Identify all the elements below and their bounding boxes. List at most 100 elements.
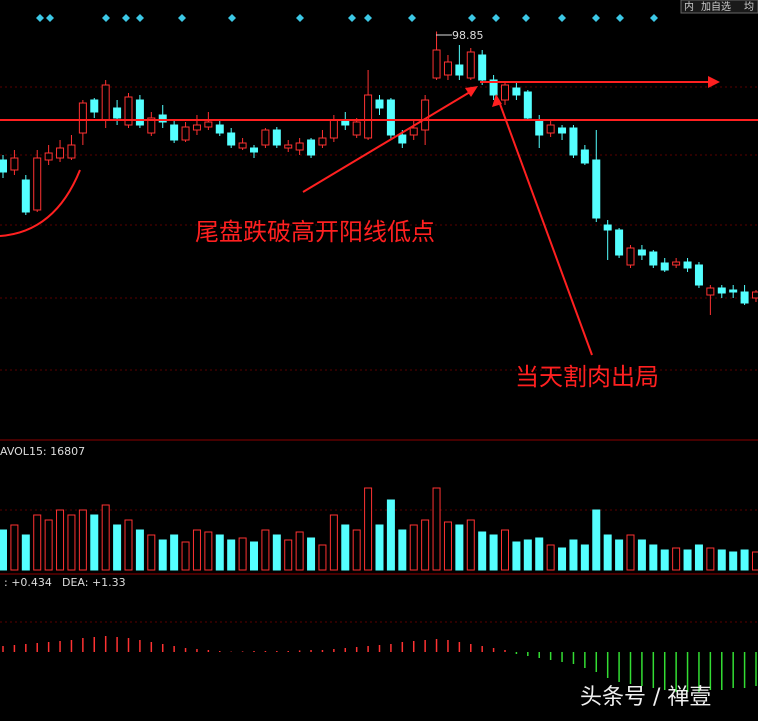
arrows [302,76,720,356]
candle-body [44,152,53,161]
candle-body [672,261,681,266]
volume-bar [33,514,42,571]
volume-bar [717,549,726,571]
candle-body [352,121,361,136]
candle-body [535,119,544,136]
candle-body [603,224,612,231]
candle-body [752,291,758,299]
volume-bar [603,534,612,571]
candle-body [455,64,464,76]
curve [0,169,81,237]
candle-body [694,264,703,286]
volume-bar [238,537,247,571]
arrow-head [465,86,478,97]
candle-body [272,129,281,146]
candle-body [318,137,327,146]
candle-body [101,84,110,121]
volume-bar [409,524,418,571]
volume-bar [478,531,487,571]
volume-bar [0,529,7,571]
volume-bar [10,524,19,571]
volume-bar [398,529,407,571]
annotation: 当天割肉出局 [515,363,659,391]
volume-bar [649,544,658,571]
candle-body [637,249,646,256]
candle-body [626,247,635,266]
candle-body [56,147,65,159]
candle-body [546,124,555,134]
volume-bar [135,529,144,571]
candle-body [10,157,19,171]
candle-body [398,134,407,144]
arrow-head [492,94,502,107]
volume-label: AVOL15: 16807 [0,445,85,458]
candle-body [329,119,338,139]
volume-bar [272,534,281,571]
volume-bar [432,487,441,571]
candle-body [386,99,395,136]
volume-bar [752,551,758,571]
macd-label: DEA: +1.33 [62,576,126,589]
candle-body [364,94,373,139]
volume-bar [90,514,99,571]
candle-body [21,179,30,213]
candle-body [227,132,236,146]
volume-bar [660,549,669,571]
toolbar-button[interactable]: 加自选 [701,0,731,13]
volume-bar [569,539,578,571]
volume-bar [329,514,338,571]
volume-bar [101,504,110,571]
candle-body [124,96,133,126]
volume-bar [729,551,738,571]
volume-bar [318,544,327,571]
candle-body [660,262,669,271]
signal-markers [36,14,658,22]
candle-body [90,99,99,113]
candle-body [147,117,156,134]
candle-body [512,87,521,96]
volume-bar [375,524,384,571]
volume-bar [443,521,452,571]
candle-body [558,127,567,134]
candle-body [67,144,76,159]
volume-bar [626,534,635,571]
volume-bar [694,544,703,571]
plot [0,31,758,692]
volume-bar [683,549,692,571]
annotation: 尾盘跌破高开阳线低点 [195,218,435,246]
candle-body [592,159,601,219]
toolbar-button[interactable]: 内 [684,0,694,13]
volume-bar [455,524,464,571]
candle-body [466,51,475,79]
candle-body [649,251,658,266]
volume-bar [158,539,167,571]
candle-body [33,157,42,211]
volume-bar [706,547,715,571]
candle-body [717,287,726,294]
candle-body [181,126,190,141]
toolbar: 内 加自选 均 [680,0,758,14]
max-label: 98.85 [452,29,484,42]
candle-body [158,114,167,123]
candle-body [501,84,509,101]
volume-bar [352,529,361,571]
volume-bar [215,534,224,571]
candle-body [580,149,589,164]
volume-bar [113,524,122,571]
volume-bar [421,519,430,571]
arrow [499,103,593,356]
candle-body [523,91,532,119]
candle-body [204,121,213,128]
volume-bar [78,509,87,571]
candle-body [706,287,715,296]
arrow-head [708,76,720,88]
volume-bar [204,531,213,571]
candle-body [421,99,430,131]
volume-bar [535,537,544,571]
toolbar-button[interactable]: 均 [744,1,754,13]
macd-label: : +0.434 [4,576,52,589]
volume-bar [44,519,53,571]
volume-bar [67,514,76,571]
